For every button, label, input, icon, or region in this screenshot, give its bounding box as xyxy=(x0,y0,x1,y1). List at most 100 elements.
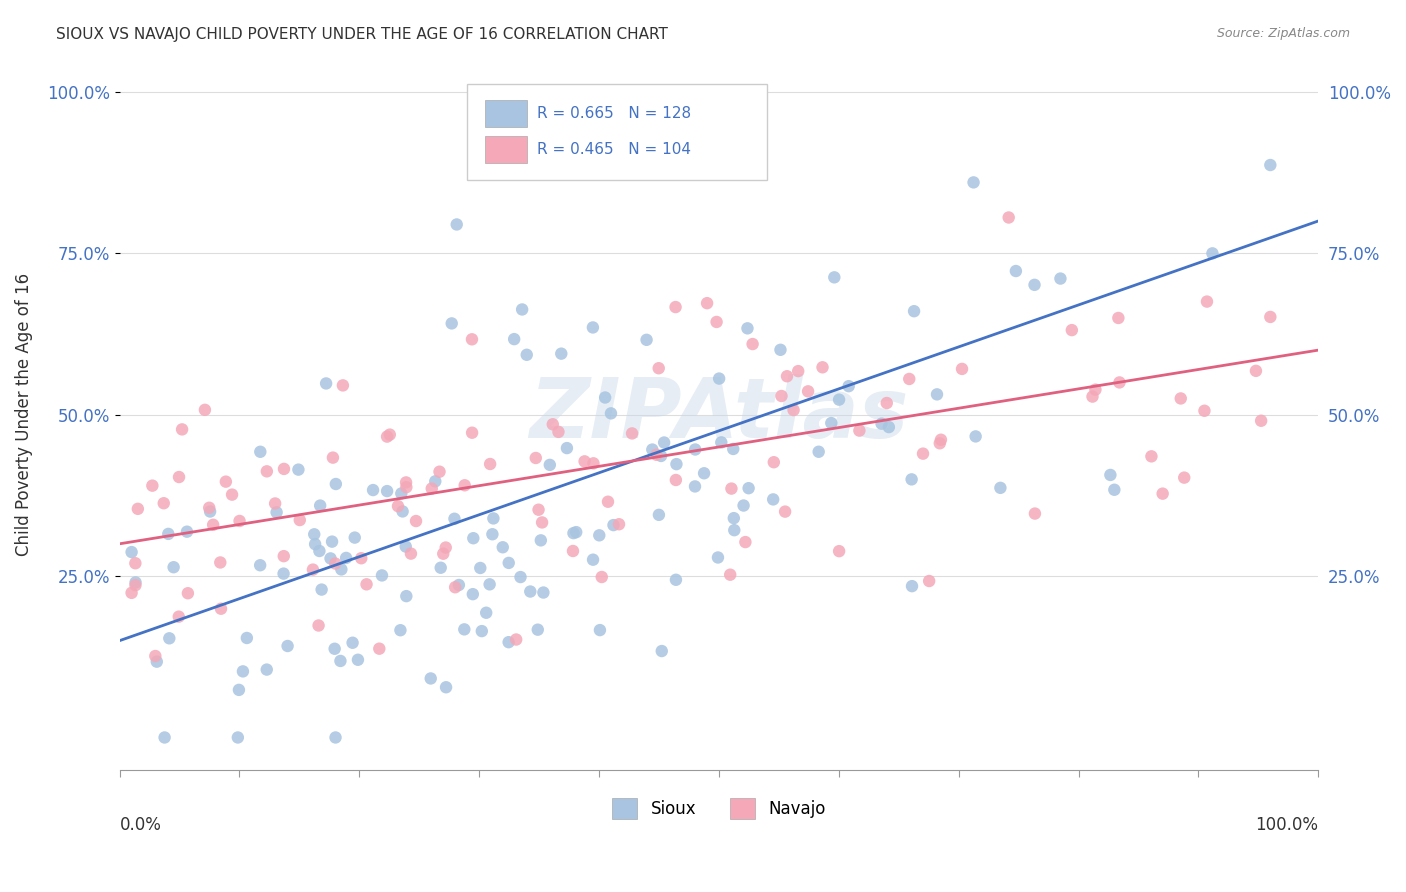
Legend: Sioux, Navajo: Sioux, Navajo xyxy=(606,792,832,825)
Point xyxy=(589,623,612,637)
Point xyxy=(308,544,330,558)
Point xyxy=(562,544,585,558)
Point xyxy=(510,302,533,317)
Point xyxy=(425,475,447,489)
Point xyxy=(503,332,526,346)
Point xyxy=(820,416,842,430)
Point xyxy=(741,337,763,351)
Point xyxy=(330,562,353,576)
Point xyxy=(194,402,217,417)
Point xyxy=(347,653,370,667)
Point xyxy=(524,450,547,465)
Point xyxy=(582,552,605,566)
Point xyxy=(127,501,149,516)
Point xyxy=(1104,483,1126,497)
Point xyxy=(696,296,718,310)
Point xyxy=(950,362,973,376)
Point xyxy=(903,304,925,318)
Point xyxy=(236,631,259,645)
Point xyxy=(157,632,180,646)
Point xyxy=(157,527,180,541)
Point xyxy=(651,644,673,658)
Point xyxy=(547,425,569,439)
Point xyxy=(221,488,243,502)
Point xyxy=(375,429,398,443)
Point xyxy=(997,211,1019,225)
Point xyxy=(1024,277,1046,292)
Point xyxy=(770,389,793,403)
Point xyxy=(378,427,401,442)
Point xyxy=(141,478,163,492)
Point xyxy=(706,315,728,329)
Point xyxy=(202,517,225,532)
Point xyxy=(1260,158,1282,172)
Point xyxy=(641,442,664,457)
Point xyxy=(387,499,409,513)
Text: SIOUX VS NAVAJO CHILD POVERTY UNDER THE AGE OF 16 CORRELATION CHART: SIOUX VS NAVAJO CHILD POVERTY UNDER THE … xyxy=(56,27,668,42)
Point xyxy=(176,524,198,539)
Point xyxy=(588,528,610,542)
Point xyxy=(461,332,484,346)
Point xyxy=(683,479,706,493)
Point xyxy=(723,523,745,537)
Point xyxy=(1201,246,1223,260)
Point xyxy=(828,392,851,407)
Point xyxy=(776,369,799,384)
Point xyxy=(918,574,941,588)
Point xyxy=(1005,264,1028,278)
Point xyxy=(962,175,984,189)
Point xyxy=(256,464,278,478)
Point xyxy=(1173,470,1195,484)
Point xyxy=(737,321,759,335)
Point xyxy=(256,663,278,677)
Point xyxy=(636,333,658,347)
Point xyxy=(342,636,364,650)
Point xyxy=(335,550,357,565)
Point xyxy=(527,502,550,516)
Point xyxy=(124,575,146,590)
Point xyxy=(325,731,347,745)
Point xyxy=(1060,323,1083,337)
Point xyxy=(665,573,688,587)
Point xyxy=(807,444,830,458)
Point xyxy=(311,582,333,597)
Point xyxy=(582,456,605,470)
Point xyxy=(440,317,463,331)
Point xyxy=(266,505,288,519)
Point xyxy=(723,511,745,525)
Point xyxy=(273,549,295,563)
Point xyxy=(146,655,169,669)
Point xyxy=(526,623,548,637)
Point xyxy=(302,527,325,541)
Point xyxy=(323,557,346,571)
Text: ZIPAtlas: ZIPAtlas xyxy=(529,374,908,455)
Point xyxy=(361,483,384,497)
Point xyxy=(391,504,413,518)
Point xyxy=(329,654,352,668)
Point xyxy=(648,508,671,522)
Point xyxy=(177,586,200,600)
Point xyxy=(302,563,325,577)
Text: Source: ZipAtlas.com: Source: ZipAtlas.com xyxy=(1216,27,1350,40)
Point xyxy=(475,606,498,620)
Point xyxy=(718,567,741,582)
Point xyxy=(1084,383,1107,397)
Point xyxy=(1260,310,1282,324)
Point xyxy=(531,516,554,530)
Point xyxy=(356,577,378,591)
Point xyxy=(461,425,484,440)
Point xyxy=(1244,364,1267,378)
Point xyxy=(463,531,485,545)
Point xyxy=(481,527,503,541)
Point xyxy=(304,537,326,551)
Point xyxy=(823,270,845,285)
Point xyxy=(965,429,987,443)
Point xyxy=(911,447,934,461)
Point xyxy=(492,541,515,555)
Point xyxy=(665,473,688,487)
Point xyxy=(228,514,250,528)
Point xyxy=(733,499,755,513)
FancyBboxPatch shape xyxy=(485,136,527,162)
Point xyxy=(550,346,572,360)
Point xyxy=(762,492,785,507)
